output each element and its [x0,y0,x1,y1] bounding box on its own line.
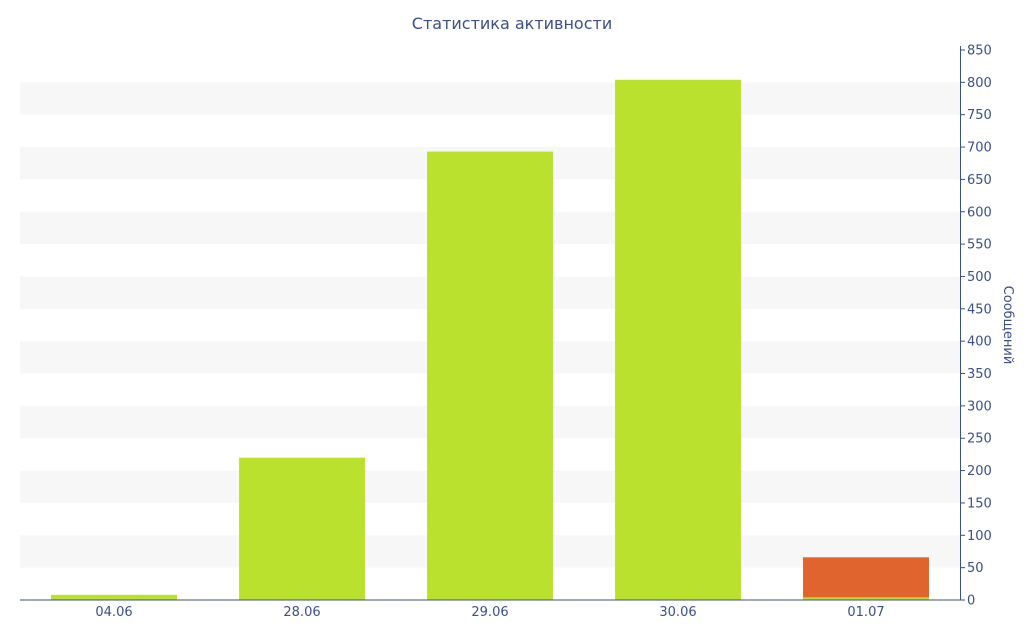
bar-28.06-series-1 [239,457,365,600]
bar-30.06-series-1 [615,79,741,600]
y-tick-label: 100 [967,529,992,544]
bar-04.06-series-1 [51,594,177,600]
grid-band [20,82,960,115]
y-tick-label: 300 [967,399,992,414]
y-tick-label: 650 [967,173,992,188]
y-tick-label: 500 [967,270,992,285]
chart-title: Статистика активности [411,14,613,33]
bar-01.07-series-2 [803,557,929,598]
y-tick-label: 250 [967,432,992,447]
x-tick-label: 28.06 [283,605,320,620]
y-axis-title: Сообщений [1000,286,1015,365]
y-tick-label: 350 [967,367,992,382]
x-tick-label: 30.06 [659,605,696,620]
y-tick-label: 50 [967,561,984,576]
y-tick-label: 150 [967,496,992,511]
y-tick-label: 700 [967,141,992,156]
y-tick-label: 850 [967,44,992,59]
x-tick-label: 01.07 [847,605,884,620]
y-tick-label: 550 [967,238,992,253]
bar-29.06-series-1 [427,151,553,600]
x-tick-label: 04.06 [95,605,132,620]
y-tick-label: 400 [967,335,992,350]
y-tick-label: 750 [967,108,992,123]
y-tick-label: 200 [967,464,992,479]
y-tick-label: 450 [967,302,992,317]
bar-01.07-series-1 [803,597,929,600]
y-tick-label: 600 [967,205,992,220]
x-tick-label: 29.06 [471,605,508,620]
y-tick-label: 800 [967,76,992,91]
y-tick-label: 0 [967,594,975,609]
